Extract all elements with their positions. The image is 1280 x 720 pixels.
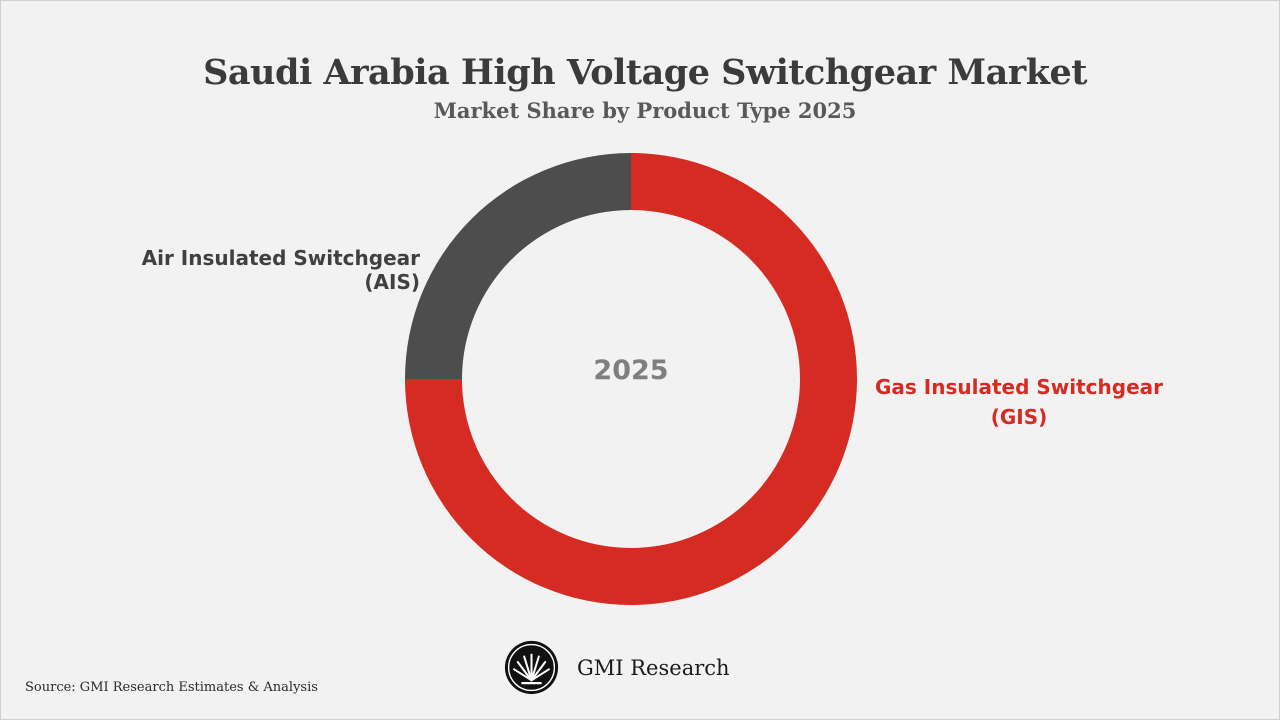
chart-title: Saudi Arabia High Voltage Switchgear Mar… xyxy=(203,52,1087,93)
donut-slice-ais xyxy=(405,153,631,379)
slice-label-gis: Gas Insulated Switchgear (GIS) xyxy=(875,375,1163,429)
source-note: Source: GMI Research Estimates & Analysi… xyxy=(25,680,318,695)
slice-label-ais: Air Insulated Switchgear (AIS) xyxy=(141,246,420,294)
brand-name: GMI Research xyxy=(577,656,730,680)
donut-center-label: 2025 xyxy=(593,355,669,386)
chart-subtitle: Market Share by Product Type 2025 xyxy=(433,98,857,123)
palm-leaf-logo-icon xyxy=(504,640,559,695)
donut-slices xyxy=(405,153,857,605)
